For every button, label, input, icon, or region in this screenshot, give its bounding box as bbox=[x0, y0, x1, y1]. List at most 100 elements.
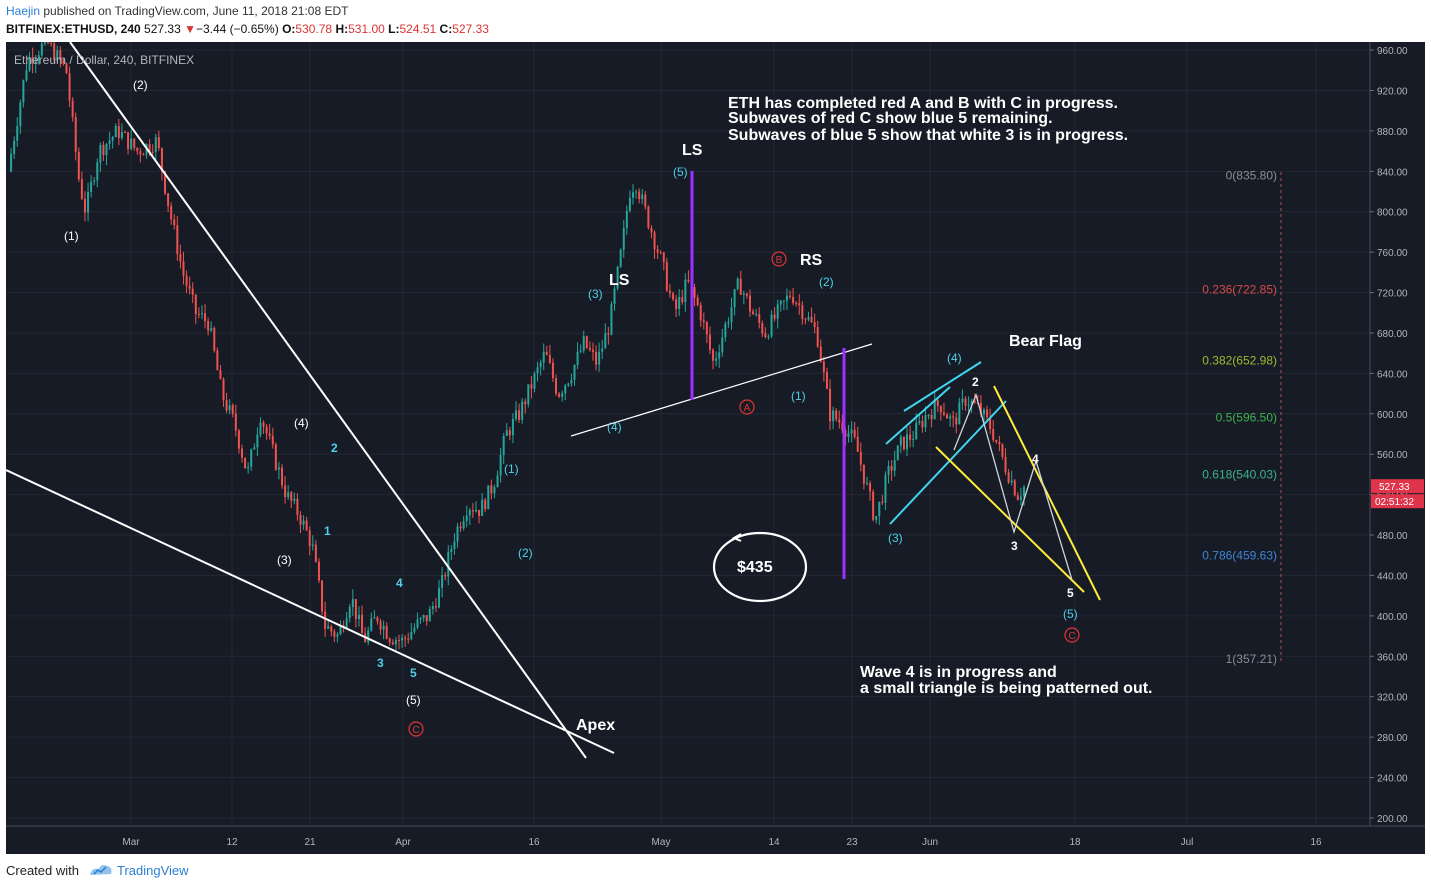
candle-body bbox=[71, 100, 74, 118]
price-chart-svg[interactable]: 0(835.80) 0.236(722.85) 0.382(652.98) 0.5(5… bbox=[5, 30, 1425, 854]
tradingview-logo-icon[interactable] bbox=[88, 862, 114, 878]
candle-body bbox=[705, 322, 708, 335]
candle-body bbox=[96, 162, 99, 181]
red-circle-b: B bbox=[776, 255, 783, 266]
candle-body bbox=[872, 491, 875, 520]
candle-body bbox=[16, 126, 19, 141]
candle-body bbox=[792, 296, 795, 304]
candle-body bbox=[939, 405, 942, 413]
x-tick-label-10: Jul bbox=[1181, 837, 1194, 848]
red-circle-a: A bbox=[744, 403, 751, 414]
low-value: 524.51 bbox=[399, 22, 437, 36]
candle-body bbox=[770, 314, 773, 337]
candle-body bbox=[281, 467, 284, 486]
author-link[interactable]: Haejin bbox=[6, 4, 41, 18]
candle-body bbox=[250, 449, 253, 467]
candle-body bbox=[958, 402, 961, 425]
candle-body bbox=[167, 193, 170, 207]
candle-body bbox=[942, 412, 945, 415]
candle-body bbox=[474, 509, 477, 512]
x-tick-label-9: 18 bbox=[1069, 837, 1081, 848]
candle-body bbox=[425, 615, 428, 622]
candle-body bbox=[200, 313, 203, 315]
candle-body bbox=[979, 403, 982, 415]
candle-body bbox=[511, 418, 514, 436]
candle-body bbox=[34, 59, 37, 64]
candle-body bbox=[585, 336, 588, 348]
candle-body bbox=[668, 290, 671, 294]
candle-body bbox=[859, 451, 862, 465]
candle-body bbox=[567, 383, 570, 386]
candle-body bbox=[869, 483, 872, 492]
candle-body bbox=[1023, 486, 1025, 497]
candle-body bbox=[733, 289, 736, 308]
candle-body bbox=[906, 434, 909, 450]
fib-level-label-3: 0.5(596.50) bbox=[1216, 410, 1277, 424]
candle-body bbox=[204, 313, 207, 322]
y-tick-label-4: 800.00 bbox=[1377, 208, 1408, 219]
candle-body bbox=[179, 253, 182, 262]
small-cyan-4: 4 bbox=[396, 576, 403, 590]
candle-body bbox=[521, 401, 524, 420]
candle-body bbox=[610, 304, 613, 335]
triangle-upper bbox=[993, 385, 1101, 601]
candle-body bbox=[188, 285, 191, 289]
candle-body bbox=[490, 485, 493, 494]
candle-body bbox=[228, 405, 231, 411]
lower-wedge-line bbox=[5, 469, 615, 754]
candle-body bbox=[398, 640, 401, 642]
candle-body bbox=[810, 316, 813, 323]
candle-body bbox=[946, 414, 949, 419]
candle-body bbox=[539, 362, 542, 368]
candle-body bbox=[493, 487, 496, 494]
candle-body bbox=[841, 422, 844, 431]
candle-body bbox=[702, 320, 705, 323]
candle-body bbox=[773, 314, 776, 319]
candle-body bbox=[262, 422, 265, 427]
candle-body bbox=[555, 378, 558, 394]
candle-body bbox=[68, 73, 71, 101]
red-circle-c-right: C bbox=[1068, 631, 1075, 642]
open-label: O: bbox=[282, 22, 296, 36]
candle-body bbox=[853, 429, 856, 437]
candle-body bbox=[893, 460, 896, 471]
candle-body bbox=[582, 336, 585, 351]
candle-body bbox=[576, 351, 579, 366]
target-circle bbox=[712, 531, 808, 603]
y-tick-label-5: 760.00 bbox=[1377, 248, 1408, 259]
blue-wave-1: (1) bbox=[504, 462, 519, 476]
chart-area[interactable]: 0(835.80) 0.236(722.85) 0.382(652.98) 0.5(5… bbox=[5, 30, 1425, 854]
candle-body bbox=[481, 499, 484, 516]
candle-body bbox=[896, 445, 899, 461]
small-white-5: 5 bbox=[1067, 586, 1074, 600]
candle-body bbox=[422, 615, 425, 619]
candle-body bbox=[801, 305, 804, 320]
candle-body bbox=[154, 137, 157, 153]
candle-body bbox=[678, 297, 681, 309]
close-label: C: bbox=[439, 22, 453, 36]
candle-body bbox=[881, 501, 884, 503]
candle-body bbox=[210, 328, 213, 331]
candle-body bbox=[410, 631, 413, 640]
candle-body bbox=[561, 393, 564, 397]
high-label: H: bbox=[335, 22, 349, 36]
candle-body bbox=[1010, 480, 1013, 483]
candle-body bbox=[487, 485, 490, 510]
candle-body bbox=[367, 630, 370, 643]
candle-body bbox=[721, 337, 724, 353]
note-top-3: Subwaves of blue 5 show that white 3 is … bbox=[728, 127, 1128, 144]
fib-level-label-1: 0.236(722.85) bbox=[1202, 283, 1277, 297]
ls-left-label: LS bbox=[609, 272, 630, 289]
candle-body bbox=[268, 433, 271, 436]
bear-flag-lower bbox=[889, 400, 1007, 525]
candle-body bbox=[40, 43, 43, 56]
candle-body bbox=[499, 455, 502, 476]
tradingview-brand-link[interactable]: TradingView bbox=[117, 863, 189, 878]
candle-body bbox=[234, 413, 237, 431]
y-tick-label-17: 280.00 bbox=[1377, 733, 1408, 744]
chart-footer: Created with TradingView bbox=[0, 854, 1431, 888]
candle-body bbox=[287, 492, 290, 498]
candle-body bbox=[133, 138, 136, 148]
candle-body bbox=[333, 631, 336, 637]
candle-body bbox=[665, 262, 668, 291]
